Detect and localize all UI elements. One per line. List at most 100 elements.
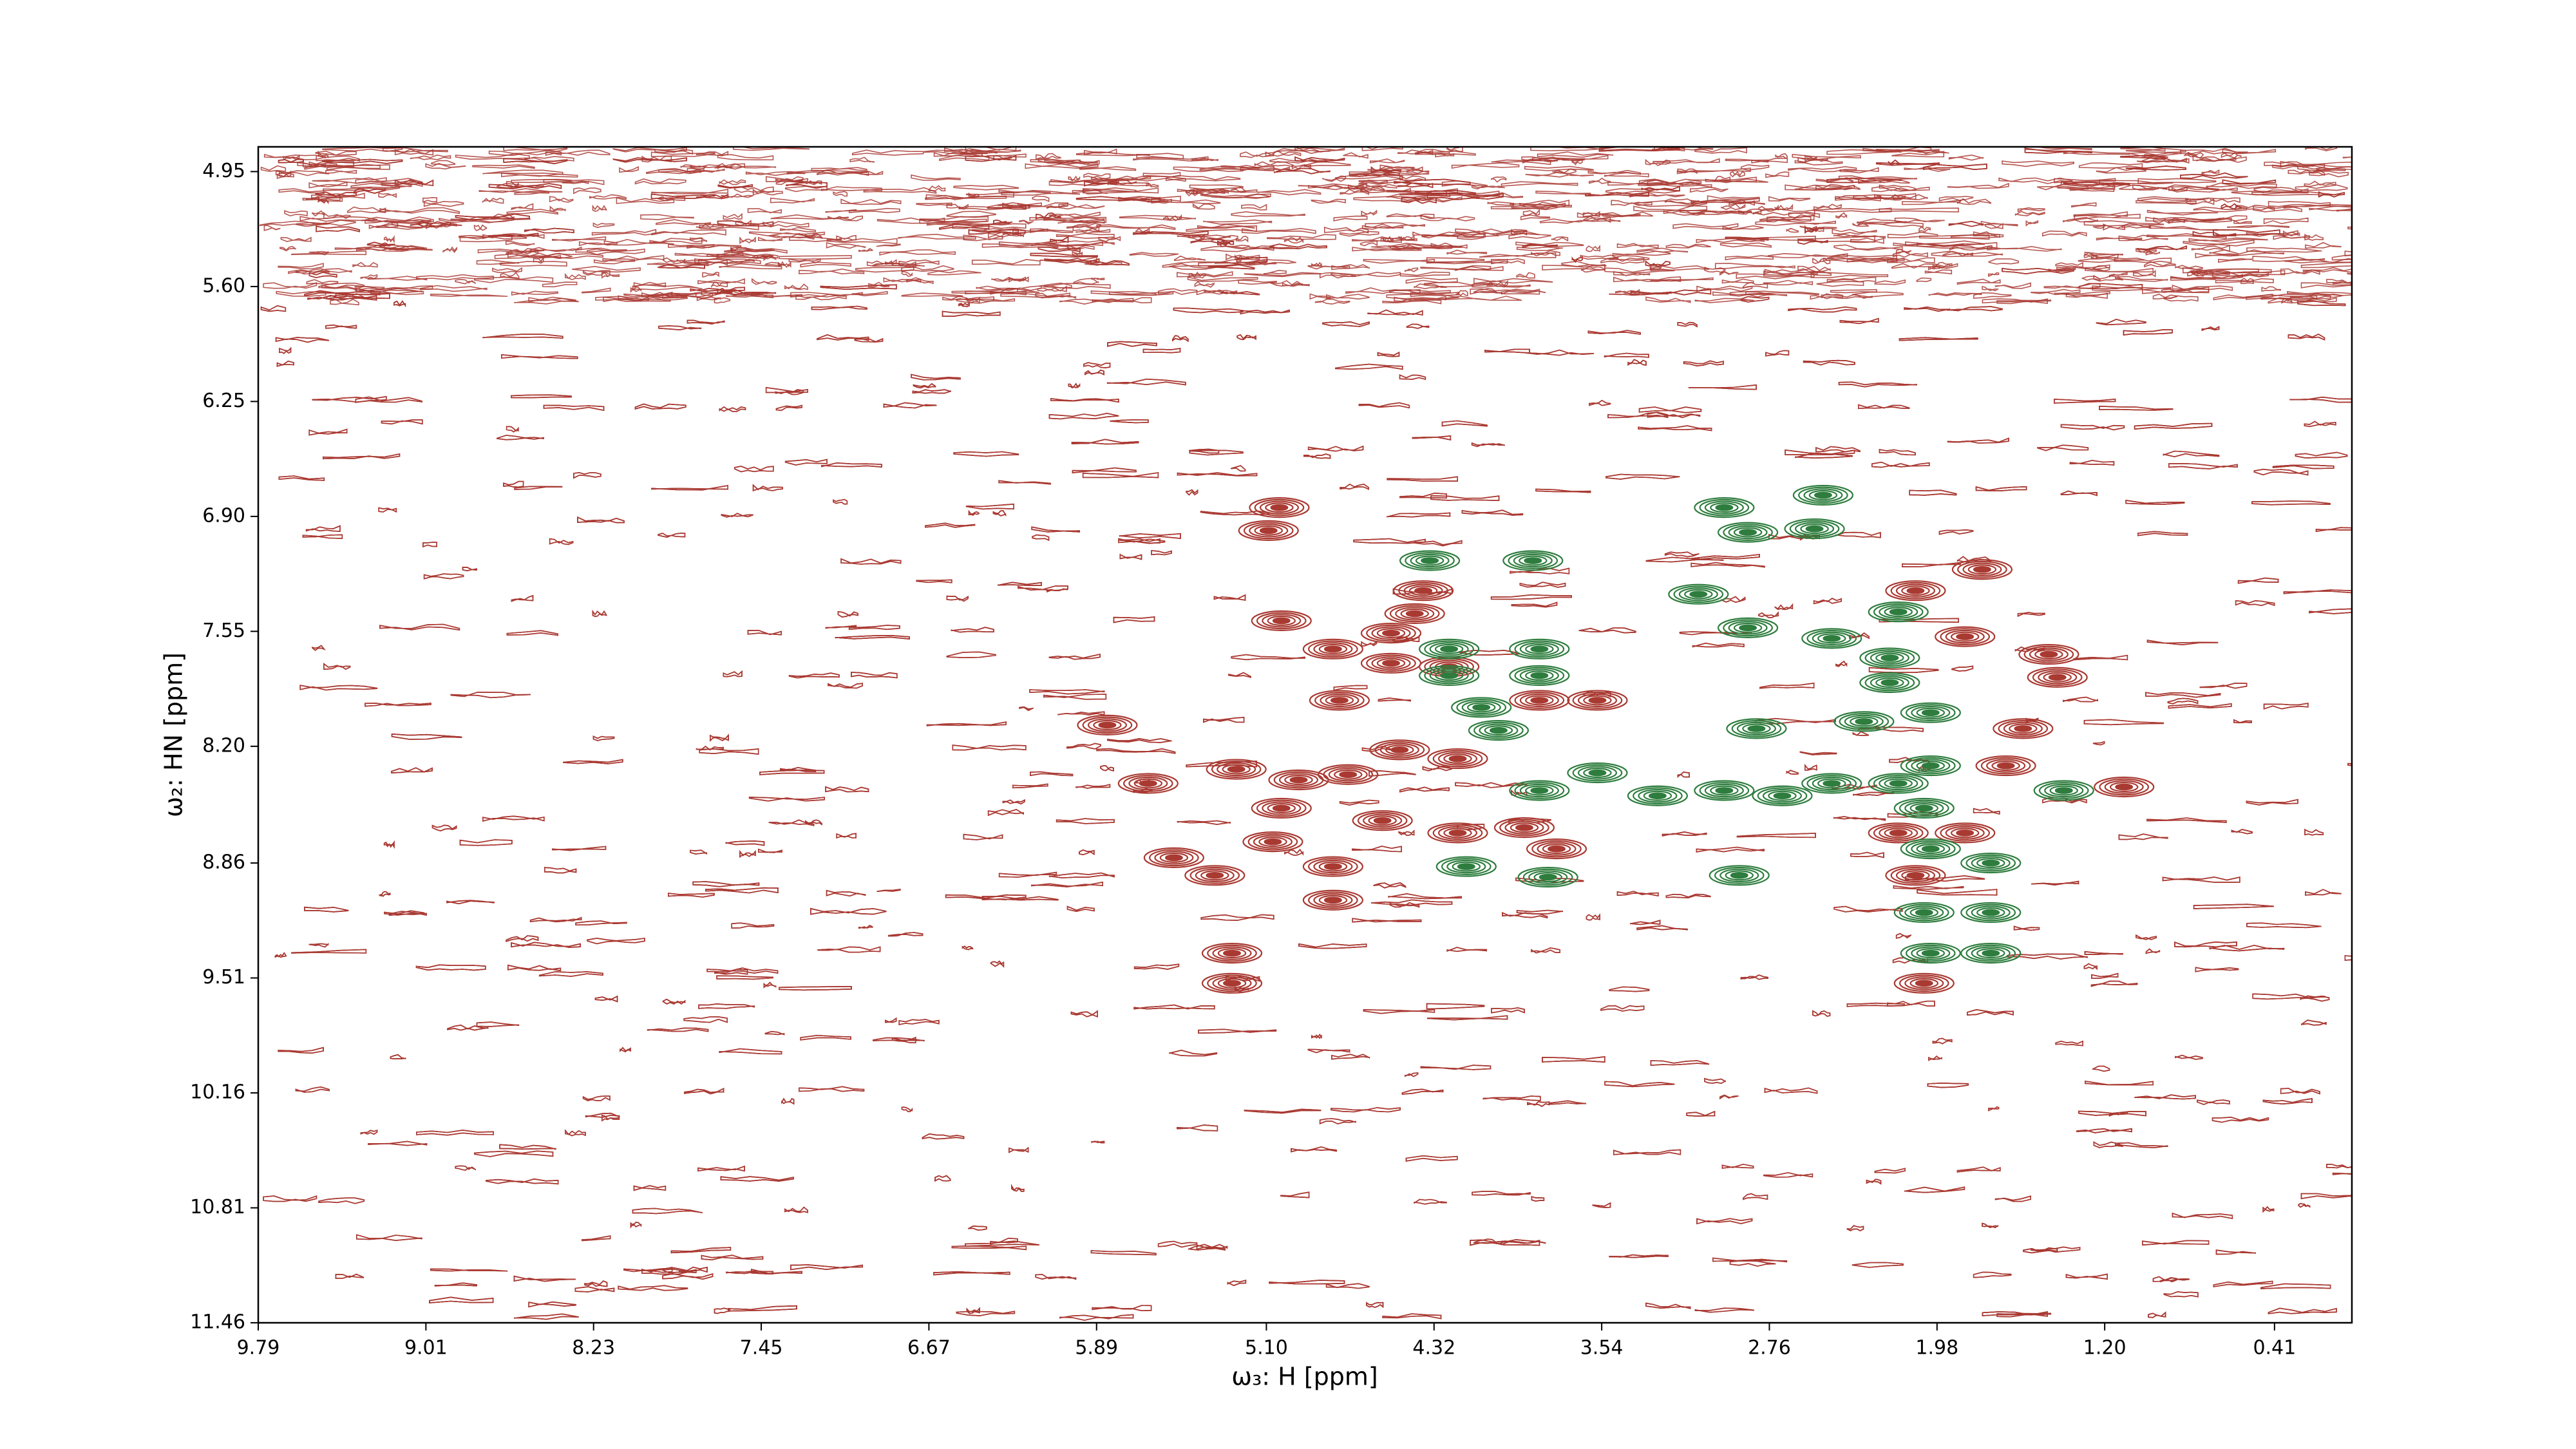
peak: [1360, 652, 1422, 674]
noise-contour: [1019, 220, 1034, 225]
noise-contour: [1785, 449, 1855, 456]
noise-contour: [1388, 893, 1462, 900]
noise-contour: [2103, 223, 2126, 231]
peak-contour: [1850, 716, 1879, 727]
noise-contour: [1683, 360, 1724, 367]
noise-contour: [1274, 167, 1331, 175]
noise-contour: [747, 630, 782, 636]
peak-contour: [1976, 858, 2005, 869]
noise-contour: [1200, 245, 1274, 252]
noise-contour: [1270, 279, 1303, 287]
noise-contour: [876, 243, 901, 247]
peak-contour: [1899, 799, 1949, 817]
noise-contour: [1539, 217, 1621, 224]
noise-contour: [799, 1086, 865, 1092]
noise-contour: [833, 191, 848, 197]
noise-contour: [476, 259, 520, 265]
noise-contour: [634, 403, 687, 410]
noise-contour: [925, 522, 976, 528]
noise-contour: [1604, 172, 1649, 178]
noise-contour: [1311, 198, 1346, 204]
noise-contour: [1816, 281, 1864, 287]
peak-contour: [1975, 755, 2036, 777]
noise-contour: [1988, 272, 2000, 278]
noise-contour: [1616, 243, 1659, 249]
noise-contour: [725, 840, 765, 846]
noise-contour: [2118, 833, 2168, 840]
noise-contour: [482, 169, 564, 175]
peak-contour: [1493, 817, 1555, 838]
noise-contour: [916, 579, 952, 583]
y-tick-label: 10.81: [190, 1196, 245, 1218]
noise-contour: [1838, 381, 1917, 388]
noise-contour: [1942, 251, 1973, 257]
peak-contour: [1366, 624, 1416, 642]
noise-contour: [898, 234, 976, 240]
noise-contour: [318, 282, 365, 290]
noise-contour: [1163, 214, 1182, 222]
noise-contour: [998, 480, 1051, 485]
noise-contour: [378, 507, 397, 513]
noise-contour: [784, 283, 808, 290]
noise-contour: [1876, 149, 1940, 153]
noise-contour: [1414, 151, 1476, 156]
peak-contour: [1940, 628, 1991, 646]
noise-contour: [993, 219, 1012, 225]
noise-contour: [632, 1208, 703, 1215]
peak-contour: [1429, 668, 1469, 683]
noise-contour: [1399, 271, 1450, 278]
peak-contour: [1149, 849, 1199, 867]
peak: [1900, 943, 1961, 964]
peak-contour: [1302, 638, 1363, 659]
noise-contour: [2305, 147, 2338, 151]
noise-contour: [922, 1133, 965, 1140]
noise-contour: [1050, 236, 1069, 243]
peak: [1833, 711, 1895, 732]
peak-contour: [1537, 842, 1577, 856]
noise-contour: [1244, 272, 1321, 278]
peak-contour: [1424, 667, 1474, 685]
y-tick-label: 8.20: [202, 734, 245, 757]
noise-contour: [1928, 1056, 1942, 1061]
peak-contour: [1254, 525, 1283, 536]
noise-contour: [330, 298, 359, 306]
peak-contour: [1509, 638, 1570, 659]
noise-contour: [817, 334, 869, 341]
noise-contour: [1973, 231, 2000, 238]
noise-contour: [2309, 171, 2349, 178]
noise-contour: [1050, 397, 1119, 403]
noise-contour: [482, 197, 504, 204]
noise-contour: [1142, 171, 1181, 178]
noise-contour: [901, 292, 963, 298]
noise-contour: [2065, 1273, 2108, 1280]
noise-contour: [690, 287, 745, 292]
noise-contour: [2297, 300, 2346, 307]
noise-contour: [312, 395, 387, 403]
peak-contour: [1723, 619, 1773, 637]
peak-contour: [1916, 948, 1946, 959]
noise-contour: [799, 268, 865, 275]
noise-contour: [942, 310, 1001, 317]
noise-contour: [2231, 190, 2307, 196]
noise-contour: [758, 848, 782, 853]
noise-contour: [2060, 424, 2125, 431]
noise-contour: [719, 179, 746, 185]
peak-contour: [1588, 769, 1607, 777]
noise-contour: [549, 538, 574, 545]
noise-contour: [1662, 831, 1707, 837]
noise-contour: [710, 734, 729, 742]
peak-contour: [1962, 562, 2002, 576]
noise-contour: [455, 153, 530, 160]
noise-contour: [965, 503, 1014, 510]
peak-contour: [1940, 824, 1991, 842]
noise-contour: [2073, 211, 2128, 217]
noise-contour: [2142, 288, 2210, 294]
peak: [1302, 638, 1363, 659]
noise-contour: [1812, 207, 1892, 213]
noise-contour: [447, 1024, 489, 1031]
noise-contour: [759, 770, 825, 775]
peak-contour: [1895, 868, 1935, 882]
noise-contour: [1106, 378, 1186, 386]
noise-contour: [1091, 277, 1105, 281]
noise-contour: [2283, 589, 2352, 594]
